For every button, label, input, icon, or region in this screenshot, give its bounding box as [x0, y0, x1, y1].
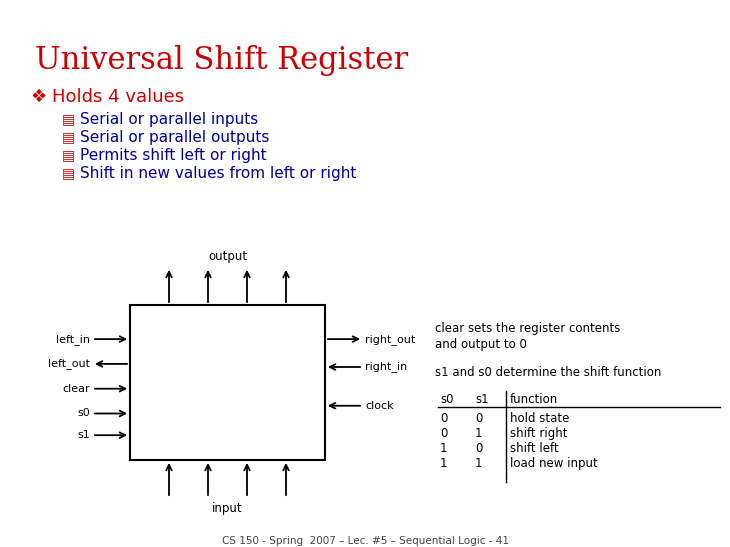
Text: Holds 4 values: Holds 4 values	[52, 88, 184, 106]
Text: load new input: load new input	[510, 457, 598, 470]
Text: 0: 0	[440, 427, 447, 440]
Text: ▤: ▤	[62, 130, 75, 144]
Text: ▤: ▤	[62, 112, 75, 126]
Text: left_in: left_in	[56, 334, 90, 345]
Bar	[130, 305, 325, 460]
Text: right_out: right_out	[365, 334, 415, 345]
Text: right_in: right_in	[365, 362, 407, 373]
Text: function: function	[510, 393, 558, 406]
Text: 1: 1	[440, 457, 447, 470]
Text: clock: clock	[365, 401, 393, 411]
Text: CS 150 - Spring  2007 – Lec. #5 – Sequential Logic - 41: CS 150 - Spring 2007 – Lec. #5 – Sequent…	[221, 536, 509, 546]
Text: 0: 0	[475, 442, 483, 455]
Text: input: input	[212, 502, 243, 515]
Text: ❖: ❖	[30, 88, 46, 106]
Text: s0: s0	[77, 409, 90, 418]
Text: 0: 0	[440, 412, 447, 425]
Text: Permits shift left or right: Permits shift left or right	[80, 148, 266, 163]
Text: hold state: hold state	[510, 412, 569, 425]
Text: and output to 0: and output to 0	[435, 338, 527, 351]
Text: ▤: ▤	[62, 166, 75, 180]
Text: s1 and s0 determine the shift function: s1 and s0 determine the shift function	[435, 366, 661, 379]
Text: Shift in new values from left or right: Shift in new values from left or right	[80, 166, 356, 181]
Text: Serial or parallel inputs: Serial or parallel inputs	[80, 112, 258, 127]
Text: 1: 1	[440, 442, 447, 455]
Text: Serial or parallel outputs: Serial or parallel outputs	[80, 130, 269, 145]
Text: ▤: ▤	[62, 148, 75, 162]
Text: shift right: shift right	[510, 427, 567, 440]
Text: clear sets the register contents: clear sets the register contents	[435, 322, 620, 335]
Text: 0: 0	[475, 412, 483, 425]
Text: s1: s1	[77, 430, 90, 440]
Text: Universal Shift Register: Universal Shift Register	[35, 45, 408, 76]
Text: clear: clear	[62, 383, 90, 394]
Text: shift left: shift left	[510, 442, 558, 455]
Text: output: output	[208, 250, 247, 263]
Text: 1: 1	[475, 457, 483, 470]
Text: left_out: left_out	[48, 358, 90, 369]
Text: s0: s0	[440, 393, 453, 406]
Text: 1: 1	[475, 427, 483, 440]
Text: s1: s1	[475, 393, 488, 406]
